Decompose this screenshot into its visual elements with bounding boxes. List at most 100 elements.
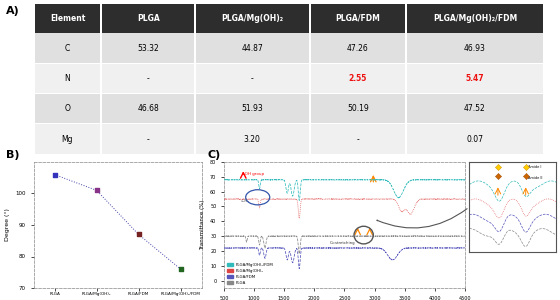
FancyBboxPatch shape — [407, 4, 543, 33]
FancyBboxPatch shape — [196, 64, 309, 93]
Text: -CH₂: -CH₂ — [241, 199, 250, 203]
PLGA/Mg(OH)₂ — [338, 198, 344, 201]
Text: 2.55: 2.55 — [349, 74, 367, 83]
Legend: PLGA/Mg(OH)₂/FDM, PLGA/Mg(OH)₂, PLGA/FDM, PLGA: PLGA/Mg(OH)₂/FDM, PLGA/Mg(OH)₂, PLGA/FDM… — [226, 262, 275, 286]
FancyBboxPatch shape — [102, 33, 194, 63]
PLGA/FDM — [410, 246, 417, 250]
Text: 47.52: 47.52 — [464, 104, 486, 113]
PLGA/FDM — [461, 246, 468, 250]
FancyBboxPatch shape — [35, 124, 100, 154]
Text: C): C) — [207, 150, 221, 160]
FancyBboxPatch shape — [35, 4, 100, 33]
Text: 51.93: 51.93 — [241, 104, 263, 113]
FancyBboxPatch shape — [311, 94, 405, 123]
PLGA/FDM — [338, 246, 344, 250]
PLGA/FDM — [332, 246, 338, 250]
Text: 44.87: 44.87 — [241, 44, 263, 53]
FancyBboxPatch shape — [196, 33, 309, 63]
Point — [521, 164, 530, 169]
Point — [493, 164, 502, 169]
PLGA — [461, 234, 468, 238]
FancyBboxPatch shape — [35, 33, 100, 63]
FancyBboxPatch shape — [196, 4, 309, 33]
PLGA/Mg(OH)₂ — [233, 197, 240, 201]
FancyBboxPatch shape — [311, 33, 405, 63]
Point — [521, 173, 530, 178]
PLGA/Mg(OH)₂/FDM — [296, 199, 302, 202]
Text: PLGA/FDM: PLGA/FDM — [335, 14, 380, 23]
PLGA/Mg(OH)₂/FDM — [338, 178, 345, 181]
PLGA — [455, 234, 461, 238]
PLGA/Mg(OH)₂ — [461, 197, 468, 201]
Text: -: - — [147, 135, 150, 144]
FancyBboxPatch shape — [407, 124, 543, 154]
PLGA/Mg(OH)₂/FDM — [461, 178, 468, 181]
PLGA/Mg(OH)₂/FDM — [233, 178, 240, 181]
FancyBboxPatch shape — [311, 4, 405, 33]
Text: PLGA: PLGA — [137, 14, 160, 23]
FancyBboxPatch shape — [407, 94, 543, 123]
Text: C=stretching: C=stretching — [330, 241, 356, 245]
FancyBboxPatch shape — [102, 124, 194, 154]
PLGA/Mg(OH)₂/FDM — [332, 178, 338, 182]
FancyBboxPatch shape — [35, 94, 100, 123]
PLGA/FDM — [233, 246, 240, 250]
PLGA/FDM — [455, 246, 461, 250]
Line: PLGA/FDM: PLGA/FDM — [224, 248, 465, 269]
PLGA — [296, 252, 302, 256]
PLGA/Mg(OH)₂/FDM — [455, 178, 461, 181]
PLGA/FDM — [296, 267, 302, 271]
FancyBboxPatch shape — [196, 94, 309, 123]
Text: 53.32: 53.32 — [137, 44, 159, 53]
Text: 46.93: 46.93 — [464, 44, 486, 53]
Text: A): A) — [6, 6, 20, 16]
Text: Mg: Mg — [62, 135, 73, 144]
Text: -: - — [251, 74, 254, 83]
Point — [92, 188, 101, 193]
PLGA/Mg(OH)₂/FDM — [329, 178, 336, 181]
FancyBboxPatch shape — [102, 94, 194, 123]
FancyBboxPatch shape — [102, 4, 194, 33]
PLGA — [332, 234, 338, 238]
Y-axis label: Degree (°): Degree (°) — [5, 208, 10, 242]
Text: 5.47: 5.47 — [466, 74, 484, 83]
FancyBboxPatch shape — [102, 64, 194, 93]
Text: 0.07: 0.07 — [466, 135, 483, 144]
Text: PLGA/Mg(OH)₂/FDM: PLGA/Mg(OH)₂/FDM — [433, 14, 517, 23]
PLGA — [233, 234, 240, 238]
Text: -: - — [356, 135, 359, 144]
Text: 50.19: 50.19 — [347, 104, 368, 113]
FancyBboxPatch shape — [407, 33, 543, 63]
PLGA — [338, 235, 344, 238]
PLGA/Mg(OH)₂/FDM — [410, 178, 417, 182]
PLGA/FDM — [221, 246, 227, 250]
Point — [134, 232, 143, 237]
PLGA — [221, 234, 227, 238]
Text: -: - — [147, 74, 150, 83]
PLGA/Mg(OH)₂ — [296, 217, 302, 220]
PLGA/Mg(OH)₂ — [410, 207, 417, 211]
Text: PLGA/Mg(OH)₂: PLGA/Mg(OH)₂ — [221, 14, 283, 23]
PLGA — [410, 234, 417, 238]
Text: 47.26: 47.26 — [347, 44, 368, 53]
Line: PLGA/Mg(OH)₂: PLGA/Mg(OH)₂ — [224, 199, 465, 218]
Text: 46.68: 46.68 — [137, 104, 159, 113]
Line: PLGA: PLGA — [224, 236, 465, 254]
FancyBboxPatch shape — [35, 64, 100, 93]
Text: N: N — [64, 74, 71, 83]
PLGA/Mg(OH)₂ — [332, 197, 338, 201]
PLGA/FDM — [458, 246, 464, 249]
PLGA/Mg(OH)₂/FDM — [455, 178, 461, 181]
FancyBboxPatch shape — [407, 64, 543, 93]
Text: Amide I: Amide I — [528, 164, 542, 169]
Text: -OH group: -OH group — [243, 172, 264, 176]
PLGA/Mg(OH)₂ — [455, 197, 461, 201]
Text: C: C — [65, 44, 70, 53]
FancyBboxPatch shape — [311, 124, 405, 154]
PLGA/Mg(OH)₂/FDM — [221, 178, 227, 182]
FancyBboxPatch shape — [196, 124, 309, 154]
Point — [176, 267, 185, 272]
Text: O: O — [64, 104, 71, 113]
PLGA/Mg(OH)₂ — [221, 197, 227, 201]
PLGA — [412, 234, 418, 237]
